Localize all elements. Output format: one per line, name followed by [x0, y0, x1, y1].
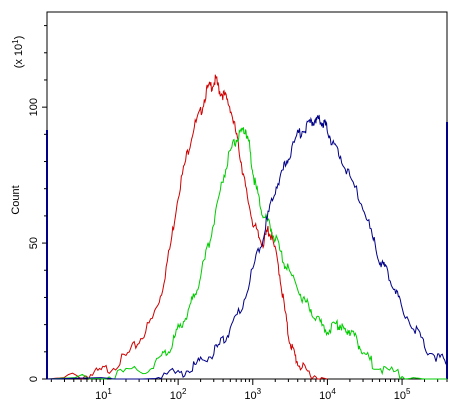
- x-tick-label: 101: [95, 387, 112, 402]
- y-tick-label: 100: [28, 98, 40, 116]
- y-tick-label: 50: [28, 237, 40, 249]
- y-tick-label: 0: [28, 376, 40, 382]
- y-axis-title: Count: [10, 185, 22, 214]
- series-layer: [46, 74, 448, 381]
- y-axis-ticks: 0 50 100: [28, 25, 47, 382]
- histogram-series-line: [46, 127, 447, 381]
- y-multiplier-label: (x 101): [11, 36, 25, 69]
- histogram-series-line: [46, 114, 448, 380]
- histogram-series-line: [46, 74, 328, 381]
- x-axis-ticks: 101 102 103 104 105: [50, 379, 448, 402]
- x-tick-label: 102: [170, 387, 187, 402]
- x-tick-label: 105: [394, 387, 411, 402]
- x-tick-label: 104: [319, 387, 336, 402]
- x-tick-label: 103: [244, 387, 261, 402]
